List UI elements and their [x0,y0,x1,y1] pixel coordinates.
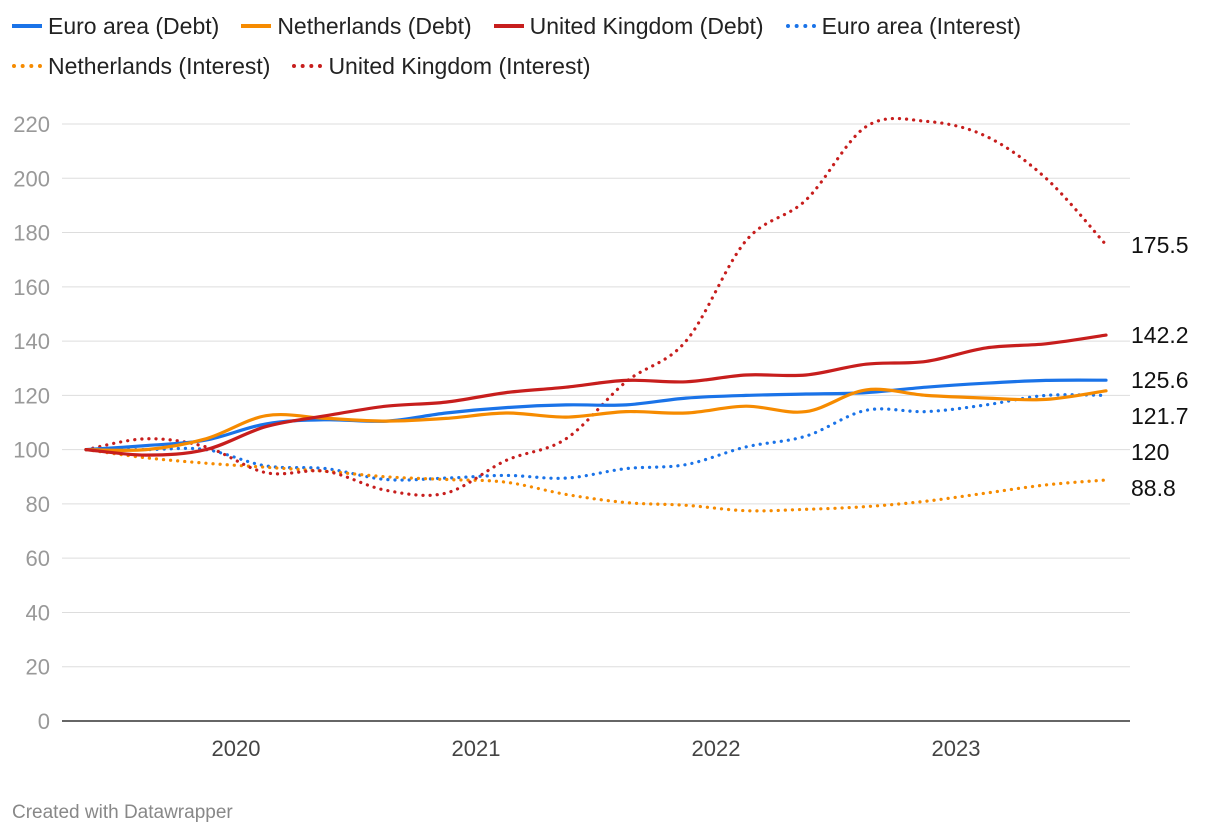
end-value-label: 88.8 [1131,475,1176,501]
legend-swatch [493,24,524,28]
legend-label: Netherlands (Interest) [48,53,271,79]
y-tick-label: 120 [13,383,50,408]
y-tick-label: 180 [13,221,50,246]
legend-label: United Kingdom (Interest) [328,53,591,79]
y-tick-label: 20 [26,655,50,680]
y-tick-label: 60 [26,546,50,571]
end-value-label: 120 [1131,439,1169,465]
legend-label: Netherlands (Debt) [277,13,472,39]
y-tick-label: 160 [13,275,50,300]
legend-item: United Kingdom (Interest) [292,52,591,80]
y-tick-label: 200 [13,166,50,191]
series-layer [84,116,1108,513]
legend-item: Netherlands (Interest) [12,52,270,80]
x-tick-label: 2022 [692,736,741,761]
x-tick-label: 2021 [452,736,501,761]
end-label-layer: 175.5 142.2 125.6 121.7 120 88.8 [1131,232,1189,501]
chart-legend: Euro area (Debt) Netherlands (Debt) United… [12,12,1192,80]
legend-swatch [241,24,272,28]
y-tick-label: 140 [13,329,50,354]
series-line [84,448,1108,513]
series-line [84,333,1108,457]
legend-label: United Kingdom (Debt) [529,13,764,39]
end-value-label: 175.5 [1131,232,1189,258]
y-tick-label: 40 [26,600,50,625]
footer-credit: Created with Datawrapper [12,802,233,823]
legend-swatch [12,64,42,68]
y-tick-label: 80 [26,492,50,517]
end-value-label: 142.2 [1131,322,1189,348]
series-line [84,393,1108,482]
legend-item: United Kingdom (Debt) [493,12,764,40]
legend-item: Euro area (Debt) [12,12,219,40]
legend-label: Euro area (Debt) [48,13,220,39]
legend-label: Euro area (Interest) [821,13,1021,39]
legend-swatch [785,24,816,28]
x-tick-label: 2020 [212,736,261,761]
series-line [84,116,1108,497]
legend-swatch [12,24,42,28]
end-value-label: 121.7 [1131,403,1189,429]
series-line [84,378,1108,452]
grid-layer [62,123,1130,668]
legend-item: Netherlands (Debt) [241,12,472,40]
x-tick-label: 2023 [932,736,981,761]
legend-item: Euro area (Interest) [785,12,1021,40]
series-line [84,387,1108,452]
y-tick-label: 100 [13,438,50,463]
y-tick-label: 0 [38,709,50,734]
legend-swatch [292,64,323,68]
y-tick-label: 220 [13,112,50,137]
end-value-label: 125.6 [1131,367,1189,393]
axis-layer: 0 20 40 60 80 100 120 140 160 180 200 220 2020 2021 20… [13,112,1130,761]
